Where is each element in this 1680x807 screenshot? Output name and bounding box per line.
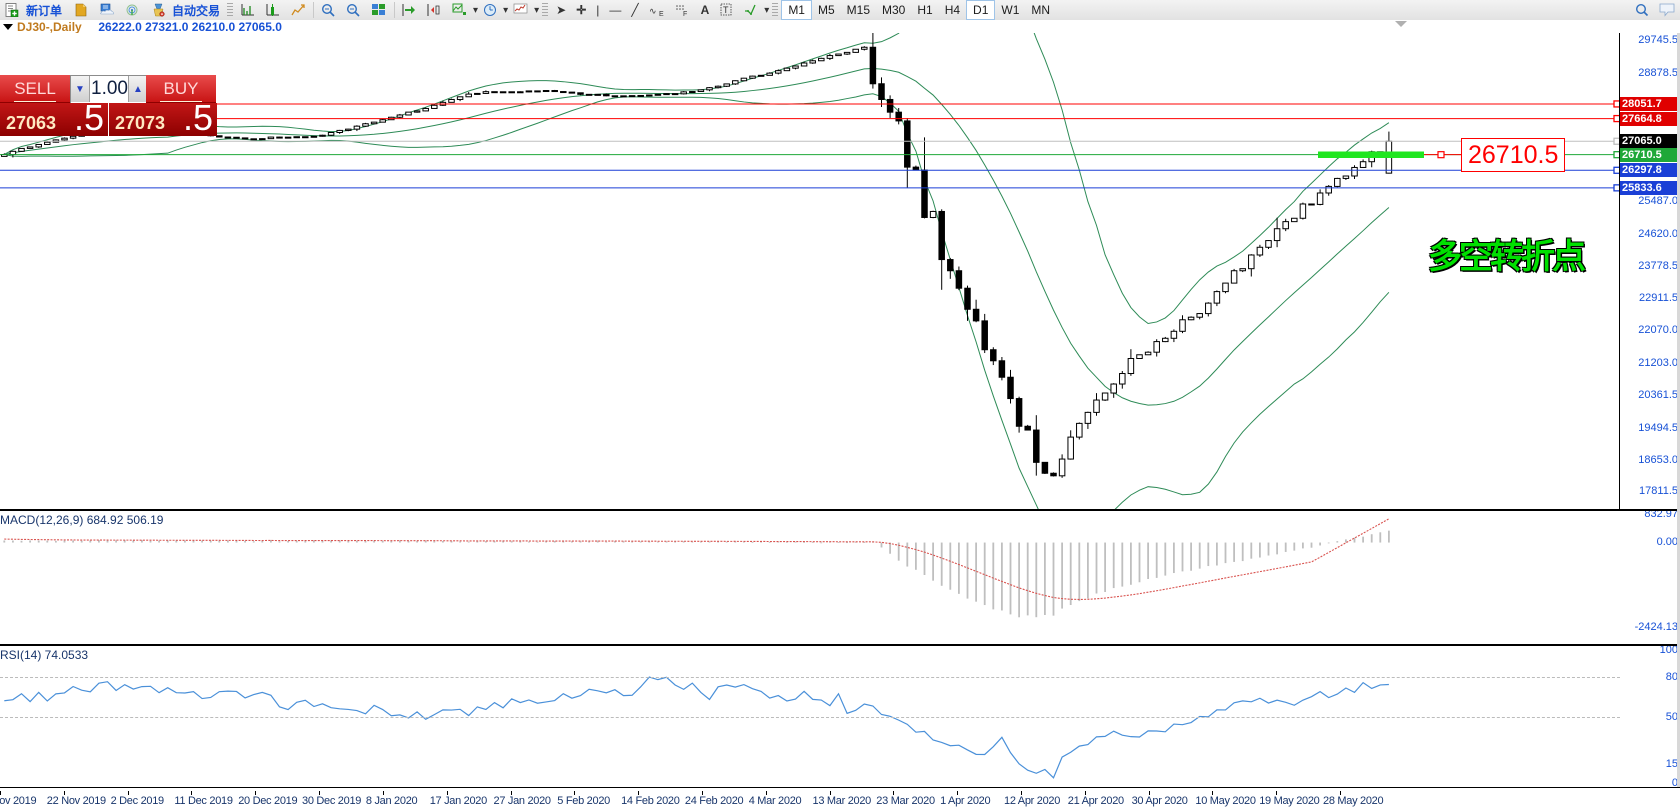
svg-text:T: T (723, 5, 729, 15)
svg-text:F: F (683, 11, 687, 17)
svg-text:∿: ∿ (649, 6, 657, 16)
svg-text:E: E (659, 11, 664, 17)
